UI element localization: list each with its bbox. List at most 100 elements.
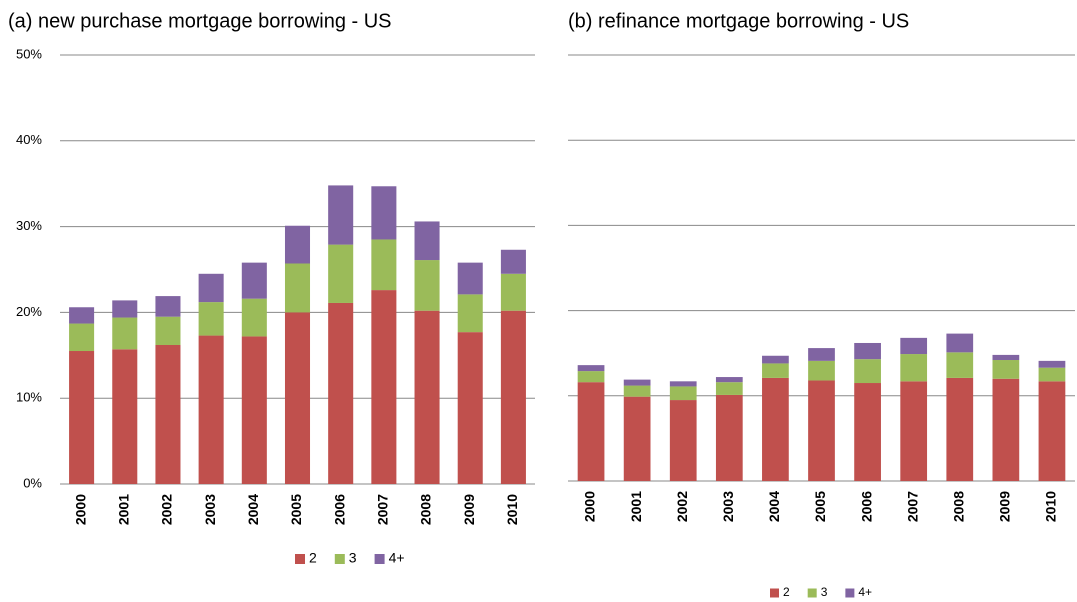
x-tick-label: 2009 <box>997 491 1013 522</box>
bar-segment <box>900 354 928 382</box>
bar-segment <box>414 260 440 311</box>
bar-segment <box>69 307 95 324</box>
bar-segment <box>414 221 440 261</box>
chart-title: (b) refinance mortgage borrowing - US <box>568 10 909 32</box>
bar-segment <box>155 316 181 346</box>
legend-swatch <box>807 588 817 598</box>
bar-segment <box>669 386 697 401</box>
x-tick-label: 2003 <box>202 494 218 525</box>
bar-segment <box>762 377 789 481</box>
bar-segment <box>241 336 267 484</box>
x-tick-label: 2006 <box>331 494 347 525</box>
bar-segment <box>284 225 311 264</box>
bar-segment <box>669 400 697 481</box>
bar-segment <box>1038 367 1066 382</box>
x-tick-label: 2010 <box>1043 491 1059 522</box>
x-tick-label: 2008 <box>950 491 966 522</box>
x-tick-label: 2007 <box>904 491 920 522</box>
bar-segment <box>241 262 267 299</box>
bar-segment <box>112 317 138 350</box>
bar-segment <box>900 337 928 355</box>
bar-segment <box>155 345 181 484</box>
bar-segment <box>577 365 605 372</box>
bar-segment <box>1038 360 1066 368</box>
bar-segment <box>900 381 928 481</box>
bar-segment <box>808 348 835 361</box>
bar-segment <box>241 298 267 337</box>
bar-segment <box>112 300 138 318</box>
x-tick-label: 2004 <box>766 491 782 522</box>
bar-segment <box>198 273 224 303</box>
bar-segment <box>623 379 651 386</box>
legend-label: 3 <box>349 550 357 566</box>
bar-segment <box>854 342 881 360</box>
bar-segment <box>946 352 974 378</box>
bar-segment <box>946 333 974 353</box>
bar-segment <box>500 273 526 311</box>
bar-segment <box>198 302 224 336</box>
bar-segment <box>669 381 697 387</box>
legend-label: 4+ <box>389 550 405 566</box>
bar-segment <box>992 354 1020 361</box>
x-tick-label: 2007 <box>375 494 391 525</box>
bar-segment <box>500 310 526 484</box>
bar-segment <box>808 380 835 481</box>
bar-segment <box>371 186 397 240</box>
x-tick-label: 2003 <box>720 491 736 522</box>
legend-label: 2 <box>783 585 790 599</box>
legend-swatch <box>334 554 345 564</box>
y-tick-label: 30% <box>16 218 42 233</box>
bar-segment <box>854 359 881 384</box>
x-tick-label: 2004 <box>245 494 261 525</box>
bar-segment <box>328 244 354 303</box>
bar-segment <box>284 312 311 484</box>
bar-segment <box>371 239 397 291</box>
bar-segment <box>328 185 354 245</box>
bar-segment <box>155 296 181 317</box>
x-tick-label: 2001 <box>628 491 644 522</box>
bar-segment <box>623 396 651 481</box>
bar-segment <box>715 394 743 481</box>
bar-segment <box>284 263 311 313</box>
bar-segment <box>414 310 440 484</box>
bar-segment <box>992 378 1020 481</box>
bar-segment <box>808 360 835 381</box>
bar-segment <box>457 294 483 333</box>
x-tick-label: 2000 <box>72 494 88 525</box>
y-tick-label: 20% <box>16 304 42 319</box>
x-tick-label: 2006 <box>858 491 874 522</box>
y-tick-label: 0% <box>23 475 42 490</box>
x-tick-label: 2001 <box>115 494 131 525</box>
legend-swatch <box>295 554 305 564</box>
bar-segment <box>457 332 483 484</box>
bar-segment <box>371 290 397 484</box>
bar-segment <box>500 249 526 274</box>
bar-segment <box>577 382 605 481</box>
bar-segment <box>715 377 743 383</box>
bar-segment <box>992 360 1020 379</box>
bar-segment <box>762 363 789 378</box>
bar-segment <box>112 349 138 484</box>
legend-swatch <box>374 554 385 564</box>
bar-segment <box>1038 381 1066 481</box>
y-tick-label: 10% <box>16 390 42 405</box>
y-tick-label: 40% <box>16 132 42 147</box>
bar-segment <box>946 377 974 481</box>
x-tick-label: 2009 <box>461 494 477 525</box>
x-tick-label: 2008 <box>418 494 434 525</box>
legend-swatch <box>845 588 855 598</box>
bar-segment <box>623 385 651 397</box>
bar-segment <box>457 262 483 295</box>
bar-segment <box>715 382 743 395</box>
legend-swatch <box>770 588 779 598</box>
x-tick-label: 2005 <box>288 494 304 525</box>
x-tick-label: 2002 <box>674 491 690 522</box>
bar-segment <box>69 323 95 352</box>
bar-segment <box>328 302 354 484</box>
bar-segment <box>69 351 95 484</box>
x-tick-label: 2002 <box>159 494 175 525</box>
bar-segment <box>854 383 881 481</box>
legend-label: 4+ <box>858 585 872 599</box>
x-tick-label: 2010 <box>504 494 520 525</box>
